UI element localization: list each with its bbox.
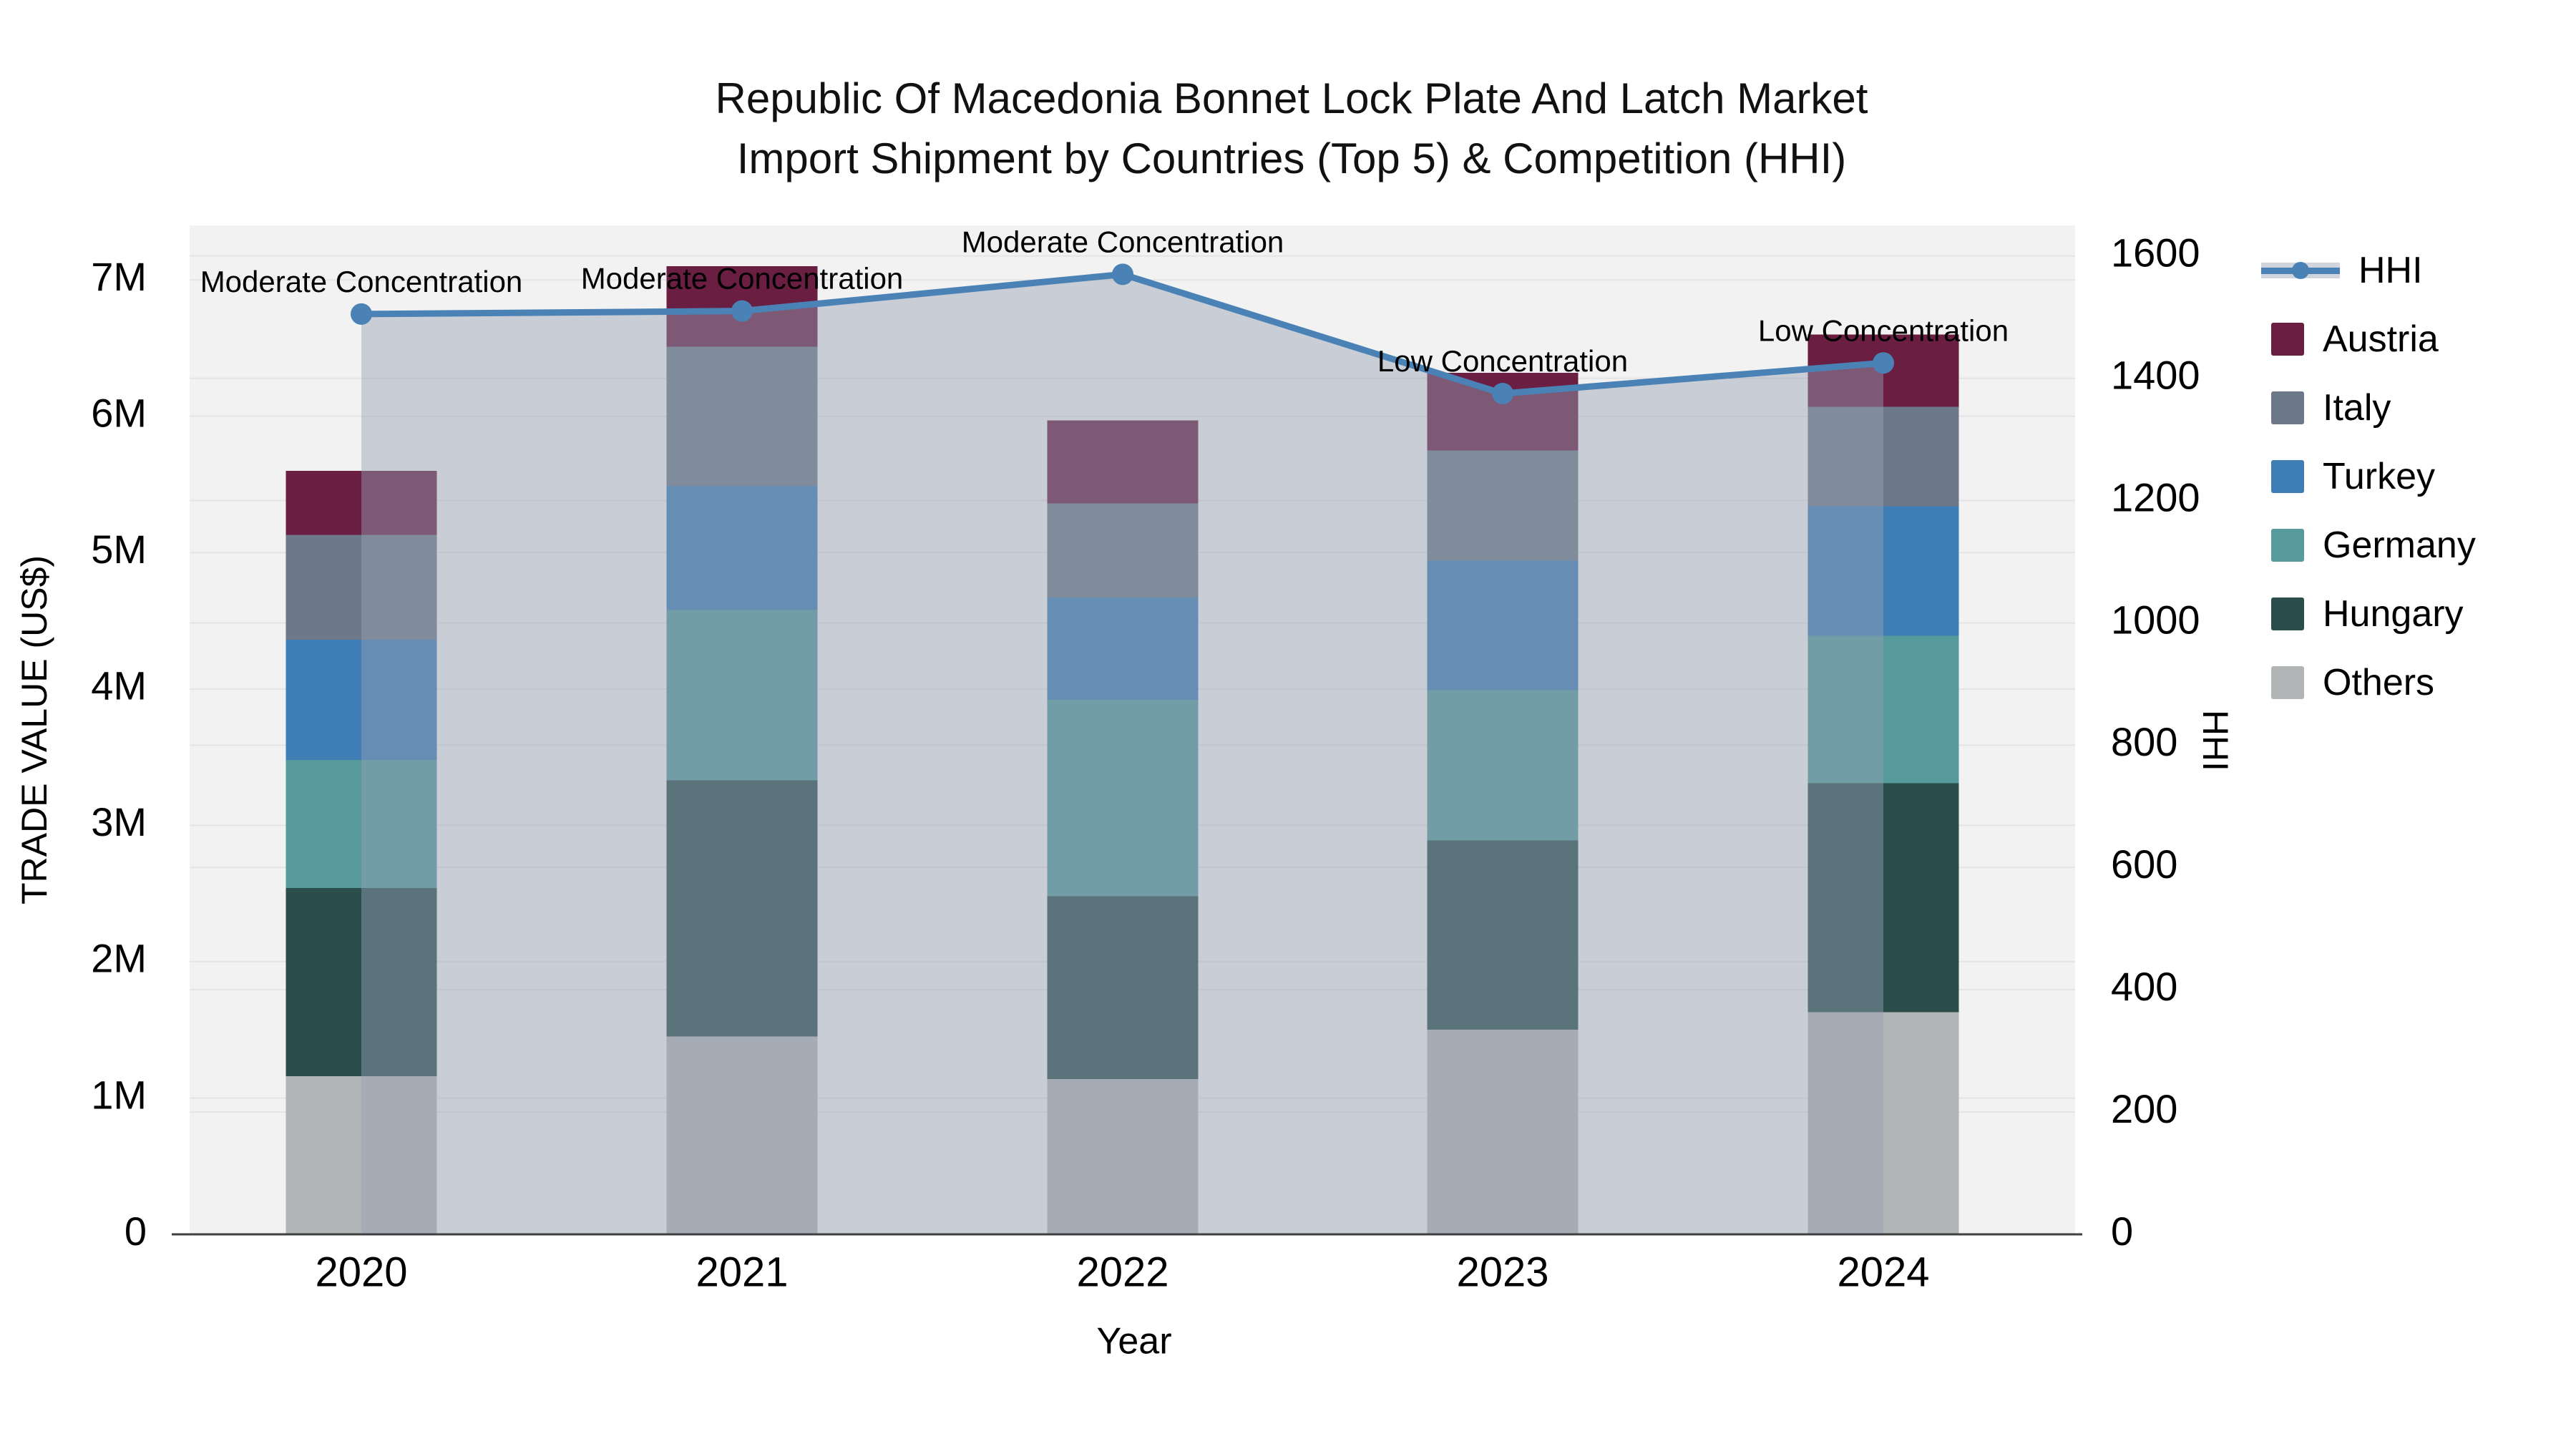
x-axis-tick-2020: 2020 xyxy=(315,1249,407,1295)
annotation-2021: Moderate Concentration xyxy=(581,262,904,296)
x-axis-title: Year xyxy=(1096,1321,1171,1362)
y-axis-tick-left-3M: 3M xyxy=(91,799,147,844)
y-axis-tick-right-1000: 1000 xyxy=(2111,597,2200,642)
y-axis-tick-left-5M: 5M xyxy=(91,527,147,572)
legend-swatch-icon-austria xyxy=(2271,323,2304,356)
bar-segment-austria-2020 xyxy=(286,470,437,535)
hhi-marker-2023 xyxy=(1492,383,1513,404)
bar-segment-turkey-2023 xyxy=(1427,560,1579,691)
legend-swatch-icon-turkey xyxy=(2271,460,2304,493)
y-axis-title-left: TRADE VALUE (US$) xyxy=(14,555,54,904)
bar-segment-italy-2023 xyxy=(1427,450,1579,561)
legend-item-hhi: HHI xyxy=(2261,236,2476,305)
hhi-marker-2021 xyxy=(731,300,753,322)
legend-label-others: Others xyxy=(2323,662,2435,703)
annotation-2024: Low Concentration xyxy=(1758,313,2009,347)
y-axis-tick-left-1M: 1M xyxy=(91,1072,147,1117)
bar-segment-italy-2021 xyxy=(666,346,818,486)
legend-swatch-icon-italy xyxy=(2271,391,2304,424)
y-axis-tick-left-2M: 2M xyxy=(91,936,147,981)
y-axis-tick-right-1400: 1400 xyxy=(2111,352,2200,397)
legend-label-hhi: HHI xyxy=(2358,250,2423,291)
annotation-2020: Moderate Concentration xyxy=(200,265,523,298)
legend: HHI Austria Italy Turkey Germany Hungary Other… xyxy=(2261,236,2476,717)
bar-segment-hungary-2020 xyxy=(286,888,437,1076)
x-axis-tick-2024: 2024 xyxy=(1837,1249,1929,1295)
chart-title: Republic Of Macedonia Bonnet Lock Plate … xyxy=(716,69,1868,189)
bar-segment-others-2024 xyxy=(1807,1012,1959,1234)
y-axis-tick-left-4M: 4M xyxy=(91,663,147,708)
y-axis-tick-right-600: 600 xyxy=(2111,841,2177,887)
legend-item-austria: Austria xyxy=(2261,305,2476,374)
bar-segment-germany-2022 xyxy=(1047,700,1199,897)
legend-swatch-icon-germany xyxy=(2271,529,2304,562)
bar-segment-others-2022 xyxy=(1047,1078,1199,1234)
legend-swatch-icon-others xyxy=(2271,666,2304,699)
bar-segment-hungary-2022 xyxy=(1047,896,1199,1079)
bar-segment-others-2021 xyxy=(666,1036,818,1234)
legend-label-hungary: Hungary xyxy=(2323,593,2464,635)
y-axis-tick-right-1600: 1600 xyxy=(2111,230,2200,275)
bar-segment-turkey-2022 xyxy=(1047,597,1199,701)
hhi-line-swatch-icon xyxy=(2261,254,2340,287)
bar-segment-others-2020 xyxy=(286,1075,437,1234)
x-axis-tick-2022: 2022 xyxy=(1076,1249,1169,1295)
bar-segment-turkey-2020 xyxy=(286,640,437,760)
bar-segment-italy-2020 xyxy=(286,535,437,640)
legend-item-turkey: Turkey xyxy=(2261,442,2476,511)
legend-label-austria: Austria xyxy=(2323,318,2439,360)
legend-label-turkey: Turkey xyxy=(2323,456,2435,497)
bar-segment-turkey-2021 xyxy=(666,485,818,610)
y-axis-tick-right-0: 0 xyxy=(2111,1209,2133,1254)
x-axis-tick-2023: 2023 xyxy=(1456,1249,1548,1295)
bar-segment-hungary-2021 xyxy=(666,780,818,1037)
y-axis-tick-right-800: 800 xyxy=(2111,719,2177,764)
y-axis-title-right: HHI xyxy=(2195,710,2235,771)
legend-label-germany: Germany xyxy=(2323,525,2476,566)
y-axis-tick-right-200: 200 xyxy=(2111,1086,2177,1131)
legend-label-italy: Italy xyxy=(2323,387,2391,429)
bar-segment-hungary-2024 xyxy=(1807,783,1959,1013)
chart-title-line1: Republic Of Macedonia Bonnet Lock Plate … xyxy=(715,74,1868,122)
bar-segment-hungary-2023 xyxy=(1427,840,1579,1030)
hhi-area-fill xyxy=(361,274,1883,1234)
bar-segment-germany-2020 xyxy=(286,759,437,889)
legend-item-others: Others xyxy=(2261,648,2476,717)
legend-item-italy: Italy xyxy=(2261,374,2476,442)
x-axis-tick-2021: 2021 xyxy=(696,1249,788,1295)
hhi-marker-2022 xyxy=(1112,263,1133,286)
bar-segment-others-2023 xyxy=(1427,1030,1579,1234)
y-axis-tick-right-1200: 1200 xyxy=(2111,474,2200,519)
y-axis-tick-left-0: 0 xyxy=(125,1209,147,1254)
bar-segment-austria-2022 xyxy=(1047,420,1199,504)
legend-item-hungary: Hungary xyxy=(2261,580,2476,648)
legend-swatch-icon-hungary xyxy=(2271,597,2304,630)
y-axis-tick-left-6M: 6M xyxy=(91,391,147,436)
bar-segment-germany-2024 xyxy=(1807,635,1959,784)
y-axis-tick-right-400: 400 xyxy=(2111,964,2177,1009)
hhi-marker-2024 xyxy=(1873,352,1894,374)
y-axis-tick-left-7M: 7M xyxy=(91,254,147,299)
legend-item-germany: Germany xyxy=(2261,511,2476,580)
bar-segment-germany-2021 xyxy=(666,610,818,781)
chart-title-line2: Import Shipment by Countries (Top 5) & C… xyxy=(736,135,1847,182)
bar-segment-germany-2023 xyxy=(1427,690,1579,841)
hhi-marker-2020 xyxy=(351,303,372,325)
bar-segment-italy-2024 xyxy=(1807,406,1959,507)
annotation-2022: Moderate Concentration xyxy=(962,225,1284,258)
annotation-2023: Low Concentration xyxy=(1377,344,1628,378)
bar-segment-turkey-2024 xyxy=(1807,506,1959,636)
bar-segment-italy-2022 xyxy=(1047,503,1199,598)
